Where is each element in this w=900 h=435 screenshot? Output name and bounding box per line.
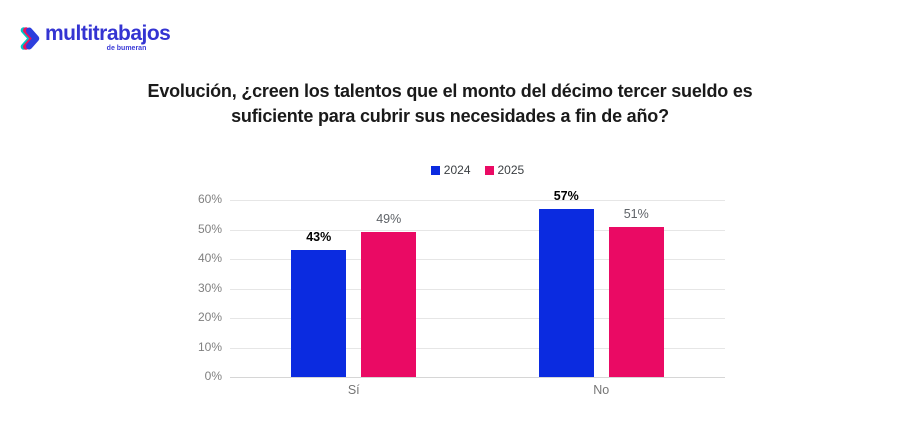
y-tick-label-30: 30% <box>197 280 222 295</box>
bar-2025-Sí <box>361 232 417 377</box>
legend-item-2025: 2025 <box>484 163 525 177</box>
chart-legend: 2024 2025 <box>230 163 725 177</box>
gridline-0 <box>230 377 725 378</box>
legend-label-2025: 2025 <box>497 163 525 177</box>
y-tick-label-40: 40% <box>197 251 222 265</box>
gridline-40 <box>230 259 725 260</box>
brand-logo: multitrabajos de bumeran <box>20 22 171 52</box>
gridline-60 <box>230 200 725 201</box>
y-tick-label-50: 50% <box>197 221 222 236</box>
gridline-10 <box>230 347 725 349</box>
y-tick-label-10: 10% <box>197 339 222 354</box>
category-label-Sí: Sí <box>347 383 360 397</box>
y-tick-label-0: 0% <box>204 369 222 383</box>
legend-marker-2024 <box>430 165 440 175</box>
brand-name: multitrabajos <box>45 22 171 45</box>
bar-2024-Sí <box>291 250 347 377</box>
bar-2025-No <box>608 226 664 377</box>
y-tick-label-60: 60% <box>197 192 222 206</box>
brand-text: multitrabajos de bumeran <box>45 22 171 52</box>
gridline-30 <box>230 288 725 290</box>
value-label-2024-Sí: 43% <box>306 230 332 245</box>
bar-chart: 0% 10% 20% 30% 40% 50% 60% 43% 49% Sí 57% 51% No <box>198 189 725 397</box>
brand-chevron-icon <box>20 27 40 50</box>
legend-item-2024: 2024 <box>430 163 471 177</box>
y-tick-label-20: 20% <box>197 310 222 324</box>
chart-title: Evolución, ¿creen los talentos que el mo… <box>0 79 900 129</box>
brand-subtitle: de bumeran <box>106 45 147 52</box>
legend-label-2024: 2024 <box>443 163 471 177</box>
chart-title-line2: suficiente para cubrir sus necesidades a… <box>231 106 669 126</box>
value-label-2025-No: 51% <box>623 206 649 221</box>
value-label-2024-No: 57% <box>553 188 579 203</box>
category-label-No: No <box>593 383 610 397</box>
gridline-50 <box>230 229 725 231</box>
value-label-2025-Sí: 49% <box>376 212 402 227</box>
chart-title-line1: Evolución, ¿creen los talentos que el mo… <box>147 81 753 101</box>
gridline-20 <box>230 318 725 319</box>
bar-2024-No <box>538 208 594 377</box>
legend-marker-2025 <box>484 165 494 175</box>
